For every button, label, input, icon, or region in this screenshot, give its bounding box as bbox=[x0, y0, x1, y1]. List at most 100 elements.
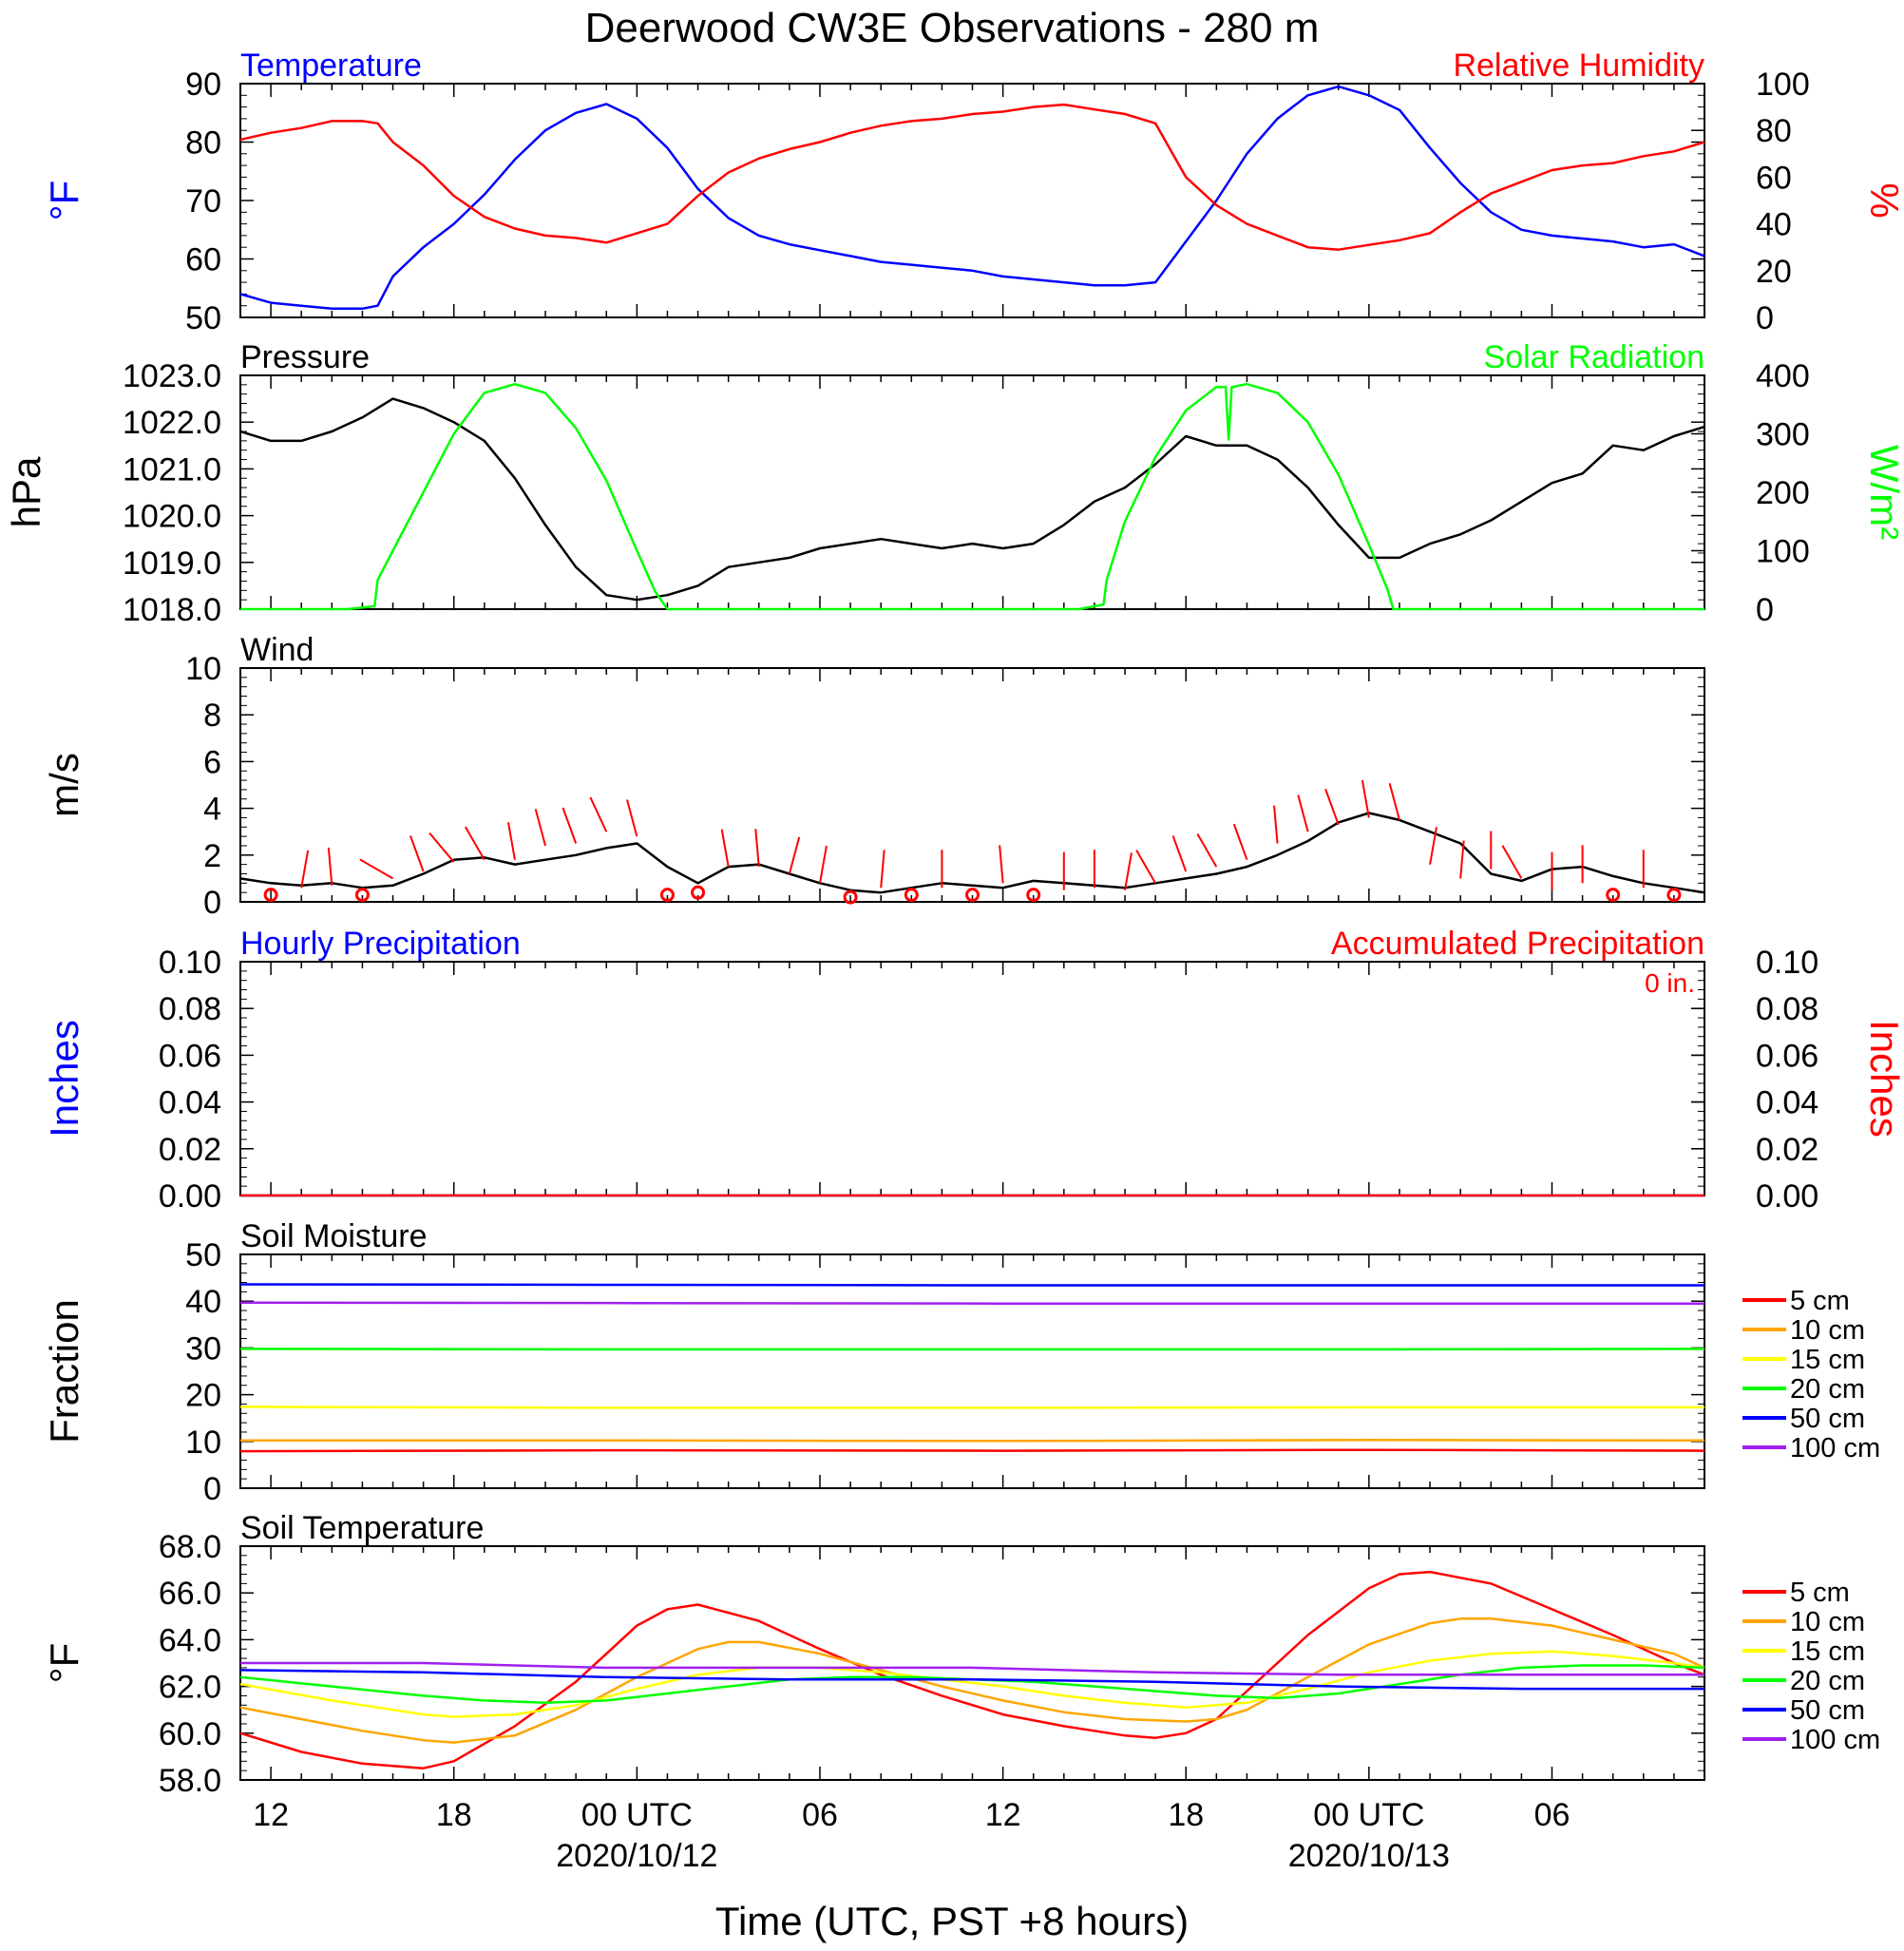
plot-frame bbox=[239, 374, 1705, 610]
calm-wind-marker bbox=[904, 888, 919, 903]
series-line-50cm bbox=[239, 1669, 1704, 1691]
y-tick-label-right: 400 bbox=[1756, 358, 1810, 394]
series-line-5cm bbox=[239, 1570, 1705, 1769]
wind-barb bbox=[1459, 840, 1465, 879]
calm-wind-marker bbox=[843, 889, 858, 905]
y-axis-title-left: hPa bbox=[4, 456, 48, 527]
series-line-humidity bbox=[239, 103, 1705, 251]
y-tick-label-right: 0 bbox=[1756, 300, 1774, 336]
panel-title-left: Soil Moisture bbox=[240, 1218, 428, 1254]
y-axis-title-right: Inches bbox=[1862, 1020, 1904, 1138]
legend-label: 10 cm bbox=[1790, 1607, 1865, 1637]
panel-wind: 10 8 6 4 2 0 Wind m/s bbox=[42, 632, 1705, 921]
wind-barb bbox=[428, 832, 455, 863]
x-tick-date-label: 2020/10/12 bbox=[556, 1838, 717, 1874]
y-tick-label-right: 200 bbox=[1756, 475, 1810, 511]
y-tick-label-right: 20 bbox=[1756, 254, 1792, 290]
legend-label: 100 cm bbox=[1790, 1725, 1880, 1755]
y-tick-label-left: 64.0 bbox=[159, 1622, 221, 1658]
y-tick-label-left: 1018.0 bbox=[123, 592, 221, 628]
x-tick-date-label: 2020/10/13 bbox=[1288, 1838, 1450, 1874]
wind-barb bbox=[507, 822, 516, 860]
x-tick-label: 00 UTC bbox=[1313, 1797, 1424, 1833]
y-tick-label-left: 4 bbox=[203, 792, 221, 828]
panel-title-left: Temperature bbox=[240, 48, 422, 84]
wind-barb bbox=[1124, 852, 1133, 890]
wind-barb bbox=[1429, 827, 1438, 865]
y-tick-label-right: 100 bbox=[1756, 67, 1810, 103]
y-tick-label-left: 1022.0 bbox=[123, 405, 221, 441]
y-axis-title-left: m/s bbox=[42, 753, 86, 817]
x-axis-label: Time (UTC, PST +8 hours) bbox=[715, 1899, 1189, 1943]
plot-frame bbox=[239, 961, 1705, 1196]
y-axis-title-right: % bbox=[1862, 182, 1904, 218]
y-tick-label-right: 0 bbox=[1756, 592, 1774, 628]
y-tick-label-left: 0.00 bbox=[159, 1178, 221, 1215]
y-tick-label-right: 0.06 bbox=[1756, 1038, 1818, 1074]
y-tick-label-left: 0 bbox=[203, 1471, 221, 1507]
y-tick-label-right: 60 bbox=[1756, 160, 1792, 196]
y-axis-title-left: °F bbox=[42, 1643, 86, 1683]
y-tick-label-right: 80 bbox=[1756, 113, 1792, 149]
panel-title-right: Accumulated Precipitation bbox=[1331, 926, 1704, 962]
y-tick-label-left: 40 bbox=[185, 1284, 221, 1320]
y-tick-label-left: 68.0 bbox=[159, 1529, 221, 1565]
x-tick-label: 06 bbox=[1534, 1797, 1571, 1833]
y-tick-label-left: 1021.0 bbox=[123, 451, 221, 488]
y-tick-label-right: 0.00 bbox=[1756, 1178, 1818, 1215]
y-tick-label-right: 0.04 bbox=[1756, 1085, 1818, 1121]
panel-title-left: Pressure bbox=[240, 339, 370, 375]
wind-barb bbox=[1361, 779, 1370, 818]
series-line-20cm bbox=[239, 1348, 1705, 1351]
y-tick-label-left: 60.0 bbox=[159, 1716, 221, 1752]
y-tick-label-left: 0.04 bbox=[159, 1085, 221, 1121]
y-tick-label-left: 62.0 bbox=[159, 1670, 221, 1706]
series-line-50cm bbox=[239, 1283, 1704, 1287]
legend-label: 50 cm bbox=[1790, 1404, 1865, 1434]
wind-barb bbox=[589, 796, 608, 832]
y-tick-label-left: 70 bbox=[185, 183, 221, 220]
x-tick-label: 06 bbox=[802, 1797, 838, 1833]
wind-barb bbox=[818, 845, 828, 884]
wind-barb bbox=[1171, 835, 1188, 872]
wind-barb bbox=[359, 858, 394, 880]
y-tick-label-left: 6 bbox=[203, 744, 221, 780]
series-line-solar bbox=[240, 382, 1704, 611]
y-tick-label-left: 1019.0 bbox=[123, 545, 221, 582]
wind-barb bbox=[720, 829, 730, 868]
series-line-wind bbox=[239, 812, 1705, 894]
y-tick-label-left: 20 bbox=[185, 1378, 221, 1414]
calm-wind-marker bbox=[354, 888, 370, 903]
y-tick-label-left: 50 bbox=[185, 300, 221, 336]
y-tick-label-left: 58.0 bbox=[159, 1763, 221, 1799]
y-tick-label-left: 66.0 bbox=[159, 1576, 221, 1612]
y-tick-label-left: 2 bbox=[203, 838, 221, 874]
y-tick-label-left: 10 bbox=[185, 1425, 221, 1461]
y-tick-label-left: 0.08 bbox=[159, 991, 221, 1027]
x-tick-label: 00 UTC bbox=[581, 1797, 693, 1833]
calm-wind-marker bbox=[659, 888, 675, 903]
x-tick-label: 18 bbox=[1168, 1797, 1204, 1833]
panel-title-right: Solar Radiation bbox=[1484, 339, 1704, 375]
y-tick-label-left: 0.10 bbox=[159, 945, 221, 981]
x-tick-label: 12 bbox=[253, 1797, 289, 1833]
series-line-5cm bbox=[239, 1448, 1705, 1453]
wind-barb bbox=[626, 799, 638, 837]
wind-barb bbox=[464, 826, 486, 861]
y-axis-title-right: W/m² bbox=[1862, 445, 1904, 540]
panel-temperature_humidity: 90 80 70 60 50 100 80 60 40 20 0 Temperature Relativ… bbox=[42, 48, 1904, 336]
series-line-100cm bbox=[239, 1301, 1704, 1305]
wind-barb bbox=[1232, 823, 1248, 861]
panel-title-left: Soil Temperature bbox=[240, 1510, 484, 1546]
y-tick-label-left: 30 bbox=[185, 1330, 221, 1367]
y-tick-label-left: 0 bbox=[203, 885, 221, 921]
series-line-15cm bbox=[239, 1406, 1704, 1409]
legend-label: 20 cm bbox=[1790, 1374, 1865, 1405]
wind-barb bbox=[1135, 850, 1156, 884]
series-line-100cm bbox=[240, 1661, 1704, 1676]
y-tick-label-left: 80 bbox=[185, 125, 221, 162]
wind-barb bbox=[562, 807, 578, 844]
y-tick-label-left: 1020.0 bbox=[123, 499, 221, 535]
